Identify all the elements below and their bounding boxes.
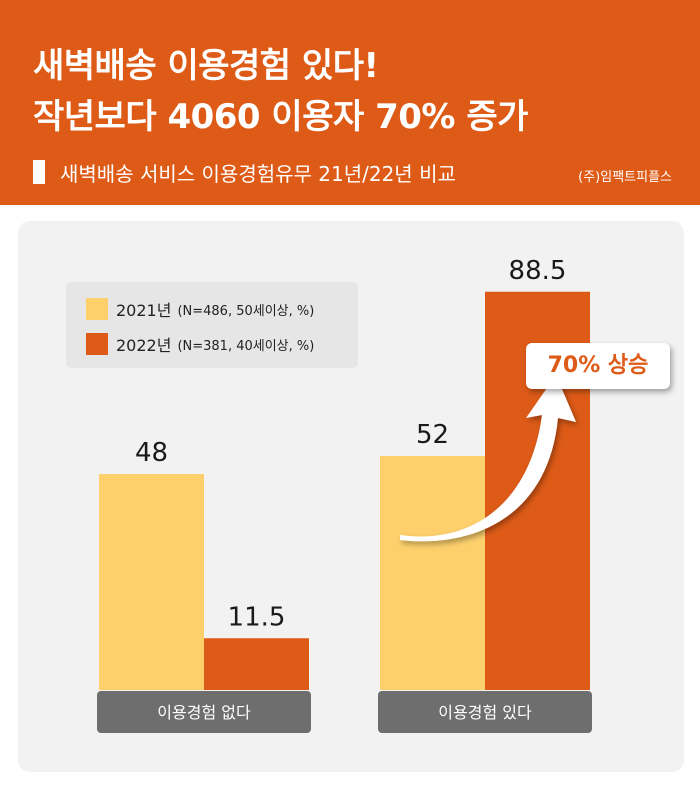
category-bar-1 (97, 691, 311, 733)
category-label-2: 이용경험 있다 (438, 703, 532, 722)
legend-year-2021: 2021년 (116, 301, 172, 320)
legend-item-2021: 2021년 (N=486, 50세이상, %) (86, 297, 315, 320)
increase-callout: 70% 상승 (526, 343, 670, 389)
increase-callout-label: 70% 상승 (547, 353, 649, 378)
value-label-1-2022년: 11.5 (228, 602, 286, 632)
legend-swatch-2022 (86, 333, 108, 355)
growth-arrow-icon (400, 375, 576, 542)
headline-line-2: 작년보다 4060 이용자 70% 증가 (33, 97, 528, 137)
bar-1-2021년 (99, 474, 204, 690)
bar-1-2022년 (204, 638, 309, 690)
source-credit: (주)임팩트피플스 (578, 170, 672, 185)
subtitle-marker (33, 160, 45, 184)
header-banner: 새벽배송 이용경험 있다! 작년보다 4060 이용자 70% 증가 새벽배송 … (0, 0, 700, 205)
value-label-2-2022년: 88.5 (509, 256, 567, 286)
legend-note-2021: (N=486, 50세이상, %) (177, 303, 315, 319)
headline-line-1: 새벽배송 이용경험 있다! (33, 46, 379, 86)
subtitle: 새벽배송 서비스 이용경험유무 21년/22년 비교 (60, 162, 456, 186)
legend-item-2022: 2022년 (N=381, 40세이상, %) (86, 332, 315, 355)
category-bar-2 (378, 691, 592, 733)
legend-year-2022: 2022년 (116, 336, 172, 355)
legend: 2021년 (N=486, 50세이상, %) 2022년 (N=381, 40세이… (66, 282, 358, 368)
legend-swatch-2021 (86, 298, 108, 320)
category-label-1: 이용경험 없다 (157, 703, 251, 722)
legend-note-2022: (N=381, 40세이상, %) (177, 338, 315, 354)
value-label-2-2021년: 52 (416, 420, 449, 450)
value-label-1-2021년: 48 (135, 438, 168, 468)
bar-2-2021년 (380, 456, 485, 690)
